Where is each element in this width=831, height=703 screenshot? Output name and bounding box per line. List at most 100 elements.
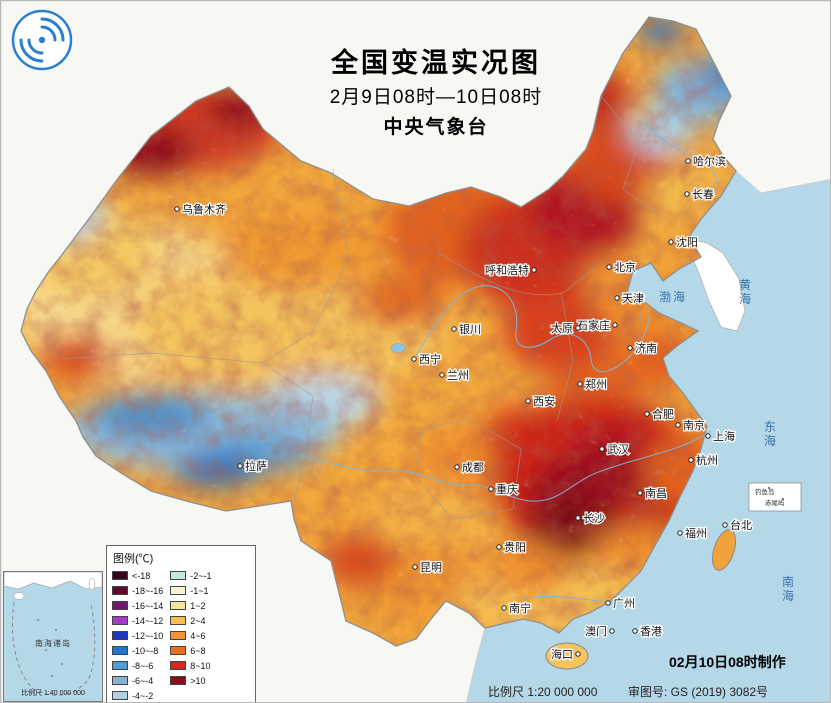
legend-row: -18~-16 xyxy=(112,584,163,597)
island-label: 赤尾屿 xyxy=(765,498,785,507)
city-label: 台北 xyxy=(730,518,752,532)
legend-label: -6~-4 xyxy=(132,675,154,686)
legend-swatch xyxy=(170,661,187,670)
city-label: 海口 xyxy=(551,647,573,661)
qinghai-lake xyxy=(390,343,406,353)
legend-title: 图例(℃) xyxy=(113,553,154,565)
inset-title: 南海诸岛 xyxy=(35,639,71,648)
taiwan-island xyxy=(711,529,737,571)
city-dot xyxy=(575,651,581,657)
city-dot xyxy=(632,628,638,634)
city-dot xyxy=(605,600,611,606)
city-dot xyxy=(488,486,494,492)
legend-label: -10~-8 xyxy=(132,645,159,656)
china-border xyxy=(20,16,737,647)
city-dot xyxy=(174,206,180,212)
city-dot xyxy=(237,463,243,469)
city-dot xyxy=(577,381,583,387)
legend-label: -1~1 xyxy=(190,585,209,596)
city-dot xyxy=(705,433,711,439)
city-label: 石家庄 xyxy=(577,318,610,332)
city-label: 太原 xyxy=(551,322,573,335)
city-dot xyxy=(685,158,691,164)
legend-label: -4~-2 xyxy=(132,690,154,701)
legend-row: 6~8 xyxy=(170,644,211,657)
korea-peninsula xyxy=(688,238,746,332)
legend-row: <-18 xyxy=(112,569,163,582)
city-dot xyxy=(525,398,531,404)
legend-swatch xyxy=(112,616,128,625)
city-label: 北京 xyxy=(614,260,636,274)
city-label: 长春 xyxy=(692,188,714,201)
city-dot xyxy=(612,322,618,328)
legend-label: -2~-1 xyxy=(190,570,212,581)
map-legend: 图例(℃) <-18 -18~-16 -16~-14 -14~-12 -12~-10 -1… xyxy=(106,545,256,702)
city-label: 西宁 xyxy=(419,352,441,366)
city-dot xyxy=(599,446,605,452)
pearl-river xyxy=(520,595,614,604)
city-label: 哈尔滨 xyxy=(693,154,726,168)
legend-label: 4~6 xyxy=(190,630,206,641)
legend-row: -10~-8 xyxy=(112,644,163,657)
yangtze-river xyxy=(300,430,712,502)
legend-swatch xyxy=(112,586,128,595)
city-dot xyxy=(531,267,537,273)
legend-label: 6~8 xyxy=(190,645,206,656)
sea-label: 东海 xyxy=(764,420,778,448)
city-label: 昆明 xyxy=(420,561,442,574)
inset-nine-dash-line xyxy=(12,601,96,696)
city-label: 成都 xyxy=(462,461,484,474)
city-dot xyxy=(677,530,683,536)
inset-taiwan xyxy=(88,577,96,591)
city-dot xyxy=(668,239,674,245)
city-label: 长沙 xyxy=(583,512,605,525)
city-dot xyxy=(637,490,643,496)
legend-row: 1~2 xyxy=(170,599,211,612)
sea-label: 渤海 xyxy=(659,289,687,304)
city-label: 澳门 xyxy=(585,624,607,638)
city-label: 乌鲁木齐 xyxy=(182,202,226,216)
legend-row: -2~-1 xyxy=(170,569,212,582)
city-label: 广州 xyxy=(613,597,635,610)
city-dot xyxy=(411,356,417,362)
city-label: 南宁 xyxy=(509,601,531,615)
legend-swatch xyxy=(170,676,187,685)
city-dot xyxy=(675,422,681,428)
city-dot xyxy=(684,191,690,197)
inset-scale: 比例尺 1:40 000 000 xyxy=(21,690,85,697)
city-dot xyxy=(454,464,460,470)
city-label: 重庆 xyxy=(496,482,518,496)
legend-columns: <-18 -18~-16 -16~-14 -14~-12 -12~-10 -10~-8 -8… xyxy=(112,569,250,702)
agency-name: 中央气象台 xyxy=(383,117,489,138)
legend-swatch xyxy=(170,571,187,580)
city-label: 贵阳 xyxy=(504,541,526,554)
legend-row: -8~-6 xyxy=(112,659,163,672)
legend-label: -8~-6 xyxy=(132,660,154,671)
songhua-river xyxy=(640,120,718,192)
city-dot xyxy=(451,326,457,332)
city-label: 兰州 xyxy=(447,369,469,382)
sea-label: 南海 xyxy=(782,574,796,603)
city-label: 郑州 xyxy=(585,377,607,391)
legend-swatch xyxy=(170,601,187,610)
page-title: 全国变温实况图 xyxy=(331,48,541,78)
legend-label: -16~-14 xyxy=(132,600,164,611)
legend-row: 2~4 xyxy=(170,614,211,627)
city-label: 拉萨 xyxy=(245,459,267,473)
map-scale: 比例尺 1:20 000 000 xyxy=(488,685,598,699)
city-dot xyxy=(496,544,502,550)
legend-row: 8~10 xyxy=(170,659,211,672)
inset-coastline xyxy=(3,571,103,590)
legend-row: -4~-2 xyxy=(112,689,163,702)
city-dot xyxy=(644,411,650,417)
legend-swatch xyxy=(112,631,128,640)
legend-label: 8~10 xyxy=(190,660,211,671)
legend-label: -12~-10 xyxy=(132,630,164,641)
city-dot xyxy=(614,295,620,301)
legend-label: -14~-12 xyxy=(132,615,164,626)
city-label: 西安 xyxy=(533,394,555,408)
